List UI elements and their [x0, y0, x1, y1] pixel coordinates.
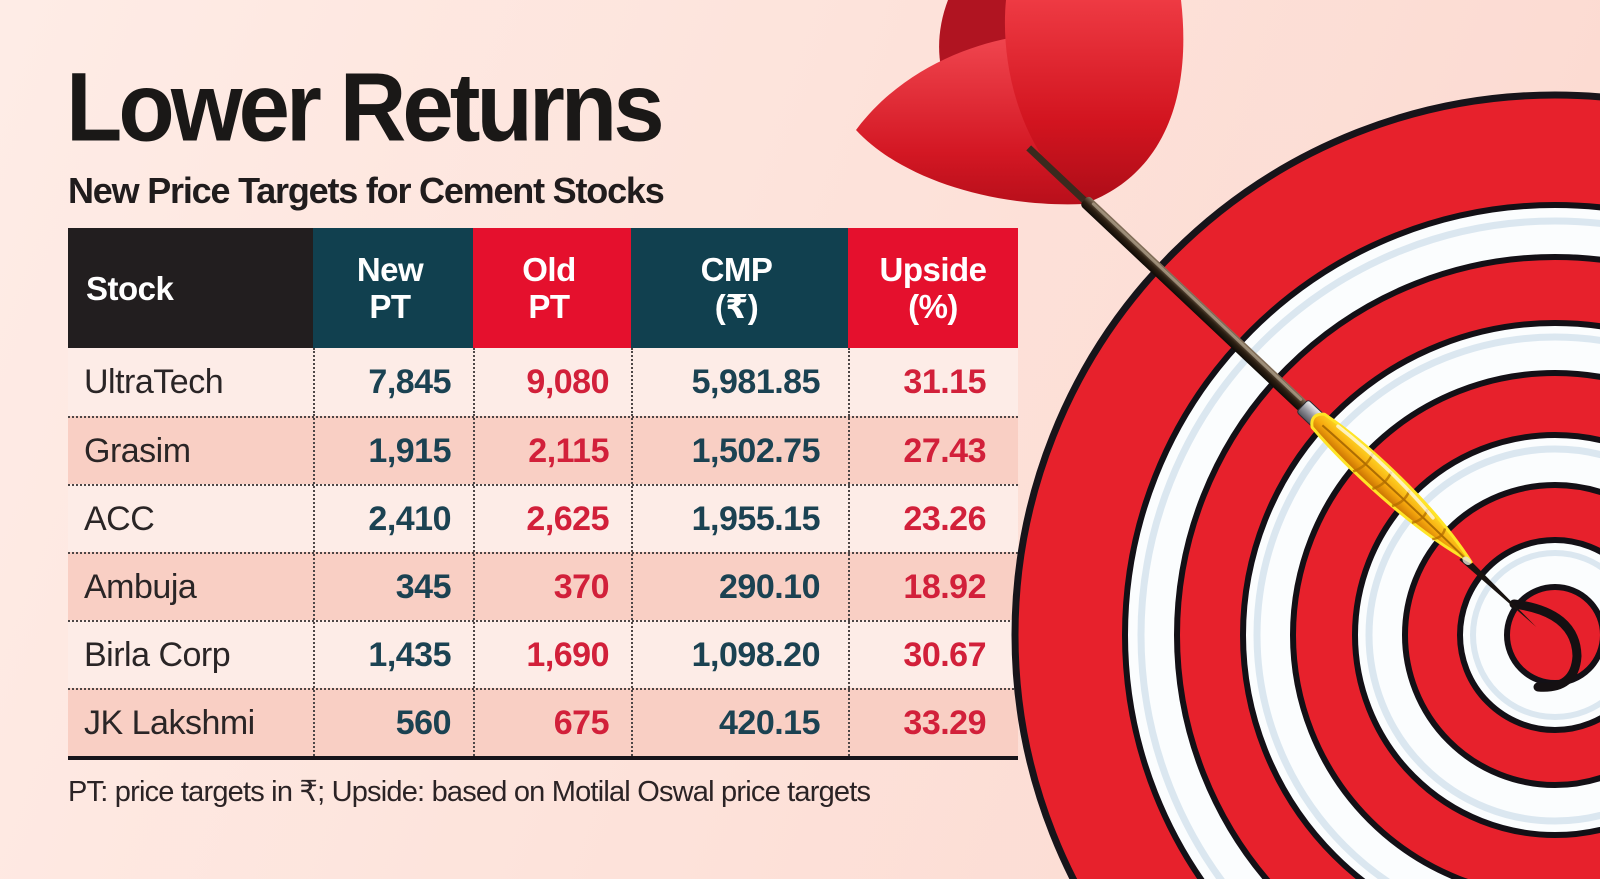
header-line: New — [356, 251, 424, 288]
page-title: Lower Returns — [66, 53, 665, 163]
table-row: Birla Corp 1,435 1,690 1,098.20 30.67 — [68, 620, 1018, 688]
cmp-cell: 420.15 — [631, 690, 848, 756]
table-header-row: Stock New PT Old PT CMP (₹) Upside (%) — [68, 228, 1018, 348]
stock-cell: Birla Corp — [84, 635, 231, 674]
cmp-cell: 290.10 — [631, 554, 848, 620]
old-pt-cell: 2,115 — [473, 418, 631, 484]
header-new-pt: New PT — [313, 228, 473, 348]
header-old-pt: Old PT — [473, 228, 631, 348]
stock-cell: ACC — [84, 499, 155, 538]
new-pt-cell: 560 — [313, 690, 473, 756]
new-pt-cell: 345 — [313, 554, 473, 620]
table-body: UltraTech 7,845 9,080 5,981.85 31.15 Gra… — [68, 348, 1018, 756]
cmp-cell: 1,502.75 — [631, 418, 848, 484]
new-pt-cell: 2,410 — [313, 486, 473, 552]
header-line: PT — [369, 288, 411, 325]
stock-cell: Grasim — [84, 431, 191, 470]
table-row: UltraTech 7,845 9,080 5,981.85 31.15 — [68, 348, 1018, 416]
footnote: PT: price targets in ₹; Upside: based on… — [68, 776, 871, 808]
price-targets-table: Stock New PT Old PT CMP (₹) Upside (%) U… — [68, 228, 1018, 809]
header-cmp: CMP (₹) — [631, 228, 848, 348]
new-pt-cell: 7,845 — [313, 348, 473, 416]
subtitle: New Price Targets for Cement Stocks — [68, 170, 665, 211]
table-row: ACC 2,410 2,625 1,955.15 23.26 — [68, 484, 1018, 552]
old-pt-cell: 675 — [473, 690, 631, 756]
upside-cell: 31.15 — [848, 348, 1018, 416]
upside-cell: 27.43 — [848, 418, 1018, 484]
cmp-cell: 1,098.20 — [631, 622, 848, 688]
header-line: (%) — [908, 288, 958, 325]
old-pt-cell: 1,690 — [473, 622, 631, 688]
cmp-cell: 5,981.85 — [631, 348, 848, 416]
stock-cell: UltraTech — [84, 362, 224, 401]
old-pt-cell: 2,625 — [473, 486, 631, 552]
header-label: Stock — [86, 269, 174, 307]
upside-cell: 18.92 — [848, 554, 1018, 620]
old-pt-cell: 9,080 — [473, 348, 631, 416]
old-pt-cell: 370 — [473, 554, 631, 620]
upside-cell: 33.29 — [848, 690, 1018, 756]
upside-cell: 23.26 — [848, 486, 1018, 552]
header-rupee-line: (₹) — [714, 288, 759, 325]
header-line: PT — [528, 288, 570, 325]
new-pt-cell: 1,435 — [313, 622, 473, 688]
header-stock: Stock — [68, 228, 313, 348]
table-bottom-rule — [68, 756, 1018, 760]
table-row: Ambuja 345 370 290.10 18.92 — [68, 552, 1018, 620]
header-line: Old — [522, 251, 576, 288]
header-line: CMP — [700, 251, 773, 288]
upside-cell: 30.67 — [848, 622, 1018, 688]
stock-cell: Ambuja — [84, 567, 197, 606]
table-row: Grasim 1,915 2,115 1,502.75 27.43 — [68, 416, 1018, 484]
cmp-cell: 1,955.15 — [631, 486, 848, 552]
header-line: Upside — [879, 251, 987, 288]
new-pt-cell: 1,915 — [313, 418, 473, 484]
stock-cell: JK Lakshmi — [84, 703, 255, 742]
table-row: JK Lakshmi 560 675 420.15 33.29 — [68, 688, 1018, 756]
header-upside: Upside (%) — [848, 228, 1018, 348]
